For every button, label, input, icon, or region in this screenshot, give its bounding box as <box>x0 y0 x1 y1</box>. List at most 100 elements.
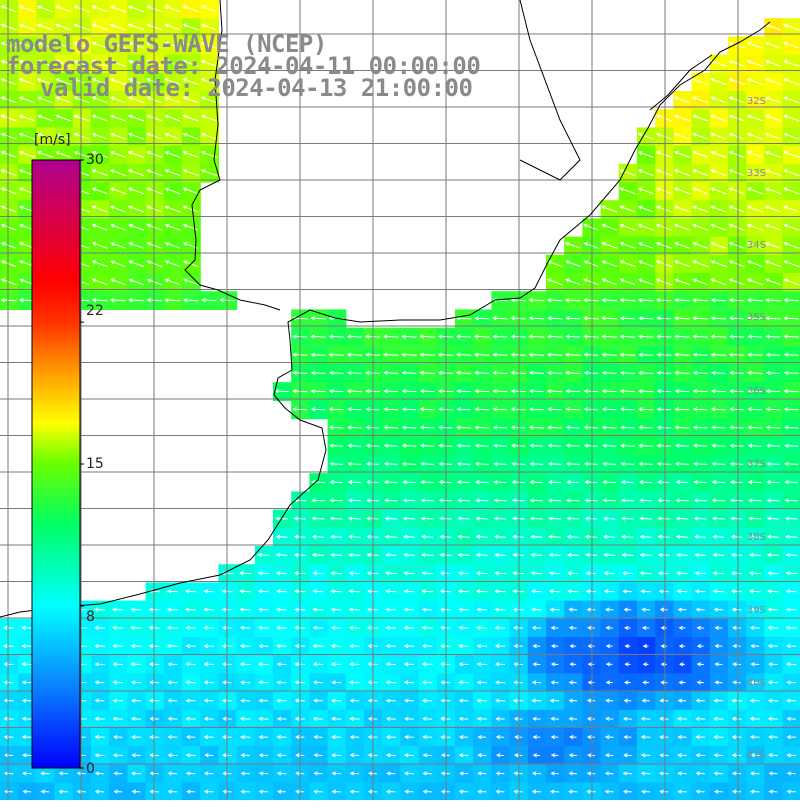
wind-arrow <box>621 446 634 447</box>
wind-arrow <box>567 391 581 392</box>
wind-arrow <box>749 336 763 337</box>
wind-arrow <box>312 500 324 501</box>
colorbar <box>32 160 84 768</box>
colorbar-tick-8: 8 <box>86 609 95 625</box>
colorbar-tick-30: 30 <box>86 152 104 168</box>
wind-arrow <box>786 500 798 501</box>
wind-arrow <box>604 500 616 501</box>
wind-arrow <box>494 391 508 392</box>
wind-arrow <box>748 427 762 428</box>
wind-arrow <box>767 446 780 447</box>
wind-arrow <box>385 391 399 392</box>
title-valid-date: valid date: 2024-04-13 21:00:00 <box>40 76 472 100</box>
wind-arrow <box>694 355 708 356</box>
wind-arrow <box>331 464 343 465</box>
wind-arrow <box>348 427 362 428</box>
wind-arrow <box>312 409 325 410</box>
wind-arrow <box>275 391 288 392</box>
wind-arrow <box>730 336 744 337</box>
wind-arrow <box>621 318 635 319</box>
wind-arrow <box>348 373 361 374</box>
wind-arrow <box>349 446 362 447</box>
wind-arrow <box>603 446 616 447</box>
wind-arrow <box>403 446 416 447</box>
colorbar-gradient <box>32 160 80 768</box>
wind-arrow <box>731 464 744 465</box>
colorbar-tick-0: 0 <box>86 761 95 777</box>
wind-arrow <box>348 336 362 337</box>
wind-arrow <box>421 446 434 447</box>
wind-arrow <box>676 409 690 410</box>
wind-arrow <box>640 482 653 483</box>
wind-arrow <box>639 409 653 410</box>
wind-arrow <box>622 464 635 465</box>
wind-arrow <box>330 373 343 374</box>
wind-arrow <box>494 427 507 428</box>
wind-arrow <box>639 446 653 447</box>
wind-arrow <box>312 482 325 483</box>
wind-arrow <box>749 446 762 447</box>
wind-arrow <box>767 373 780 374</box>
wind-arrow <box>385 482 398 483</box>
wind-arrow <box>566 318 580 319</box>
lat-label-37s: 37S <box>747 459 766 470</box>
lat-label-40s: 40S <box>747 678 766 689</box>
wind-arrow <box>548 318 562 319</box>
colorbar-tick-22: 22 <box>86 303 104 319</box>
wind-arrow <box>348 409 361 410</box>
wind-arrow <box>330 446 343 447</box>
wind-arrow <box>421 427 434 428</box>
wind-arrow <box>458 482 470 483</box>
wind-arrow <box>730 427 744 428</box>
wind-arrow <box>549 482 561 483</box>
wind-arrow <box>567 500 579 501</box>
wind-arrow <box>330 427 344 428</box>
wind-arrow <box>785 373 799 374</box>
wind-arrow <box>785 464 798 465</box>
wind-arrow <box>712 373 725 374</box>
lat-label-33s: 33S <box>747 168 766 179</box>
wind-arrow <box>567 427 580 428</box>
wind-arrow <box>476 446 489 447</box>
wind-arrow <box>530 391 543 392</box>
wind-arrow <box>531 464 543 465</box>
wind-arrow <box>566 409 580 410</box>
wind-arrow <box>767 336 781 337</box>
wind-arrow <box>567 446 580 447</box>
wind-arrow <box>694 464 707 465</box>
wind-arrow <box>712 446 725 447</box>
lat-label-36s: 36S <box>747 386 766 397</box>
wind-arrow <box>403 482 415 483</box>
wind-arrow <box>676 500 688 501</box>
wind-arrow <box>385 464 397 465</box>
wind-arrow <box>639 318 653 319</box>
wind-arrow <box>658 446 671 447</box>
wind-arrow <box>621 427 634 428</box>
wind-arrow <box>603 427 617 428</box>
wind-arrow <box>476 464 489 465</box>
wind-arrow <box>731 482 743 483</box>
wind-arrow <box>785 409 799 410</box>
wind-arrow <box>475 373 489 374</box>
wind-arrow <box>694 446 707 447</box>
lat-label-39s: 39S <box>747 605 766 616</box>
wind-arrow <box>403 464 416 465</box>
wind-arrow <box>385 500 397 501</box>
wind-arrow <box>385 427 399 428</box>
wind-arrow <box>385 409 399 410</box>
wind-arrow <box>749 482 762 483</box>
wind-arrow <box>330 409 344 410</box>
wind-arrow <box>566 336 580 337</box>
wind-arrow <box>331 482 343 483</box>
wind-arrow <box>621 409 634 410</box>
wind-arrow <box>421 464 434 465</box>
wind-arrow <box>403 427 416 428</box>
wind-arrow <box>786 482 798 483</box>
wind-arrow <box>494 482 507 483</box>
wind-arrow <box>785 427 798 428</box>
wind-arrow <box>549 446 562 447</box>
wind-arrow <box>639 373 653 374</box>
wind-arrow <box>621 373 635 374</box>
